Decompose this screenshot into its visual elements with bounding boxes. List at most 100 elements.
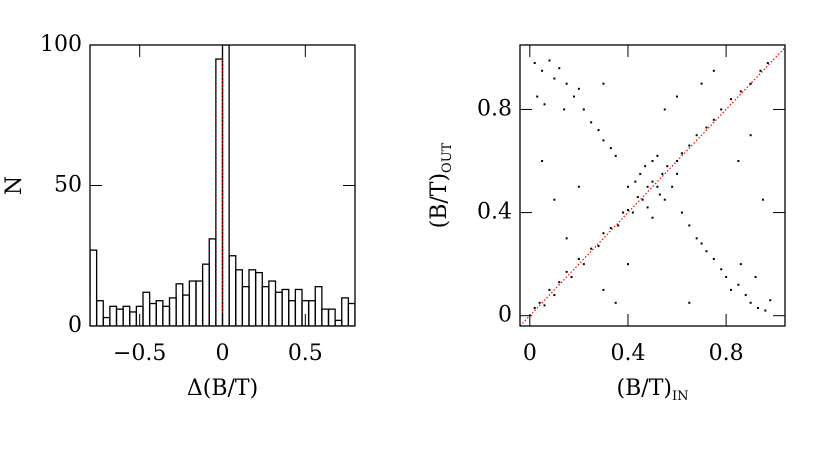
point bbox=[688, 224, 691, 227]
point bbox=[730, 288, 733, 291]
y-tick-label: 50 bbox=[54, 173, 82, 198]
point bbox=[661, 172, 664, 175]
x-axis-label-text: Δ(B/T) bbox=[187, 376, 258, 401]
point bbox=[577, 257, 580, 260]
point bbox=[602, 288, 605, 291]
y-axis-label: N bbox=[2, 176, 27, 195]
point bbox=[749, 301, 752, 304]
point bbox=[720, 108, 723, 111]
point bbox=[570, 276, 573, 279]
histogram-bar bbox=[321, 308, 330, 326]
point bbox=[651, 160, 654, 163]
point bbox=[754, 276, 757, 279]
histogram-bar bbox=[268, 280, 277, 326]
point bbox=[744, 294, 747, 297]
histogram-bar bbox=[221, 45, 230, 326]
histogram-bar bbox=[314, 286, 323, 326]
histogram-bar bbox=[261, 286, 270, 326]
point bbox=[663, 108, 666, 111]
point bbox=[609, 227, 612, 230]
histogram-bar bbox=[347, 302, 355, 326]
point bbox=[626, 185, 629, 188]
point bbox=[676, 95, 679, 98]
histogram-bar bbox=[155, 300, 164, 326]
point bbox=[663, 198, 666, 201]
point bbox=[565, 82, 568, 85]
x-tick-label: 0.8 bbox=[709, 341, 744, 366]
point bbox=[700, 82, 703, 85]
point bbox=[688, 144, 691, 147]
point bbox=[737, 283, 740, 286]
y-axis-label-text: (B/T) bbox=[427, 173, 452, 228]
point bbox=[558, 281, 561, 284]
histogram-bar bbox=[235, 269, 244, 326]
point bbox=[614, 154, 617, 157]
point bbox=[617, 224, 620, 227]
point bbox=[656, 185, 659, 188]
point bbox=[766, 62, 769, 65]
histogram-bar bbox=[327, 308, 336, 326]
x-axis-label-text: (B/T) bbox=[617, 376, 672, 401]
point bbox=[536, 95, 539, 98]
y-axis-label: (B/T)OUT bbox=[427, 142, 455, 228]
histogram-bar bbox=[215, 58, 224, 326]
x-tick-label: 0 bbox=[216, 341, 230, 366]
histogram-bar bbox=[129, 311, 138, 326]
point bbox=[602, 82, 605, 85]
histogram-bar bbox=[294, 288, 303, 326]
histogram-bar bbox=[109, 305, 118, 326]
y-axis-label-sub: OUT bbox=[440, 142, 455, 173]
point bbox=[671, 185, 674, 188]
point bbox=[582, 108, 585, 111]
point bbox=[761, 198, 764, 201]
point bbox=[590, 121, 593, 124]
point bbox=[759, 69, 762, 72]
point bbox=[688, 301, 691, 304]
point bbox=[577, 185, 580, 188]
x-tick-label: 0 bbox=[523, 341, 537, 366]
point bbox=[553, 77, 556, 80]
point bbox=[609, 147, 612, 150]
point bbox=[626, 263, 629, 266]
histogram-bar bbox=[102, 316, 111, 326]
point bbox=[739, 90, 742, 93]
panel: −0.5 0 0.5 0 50 100 Δ(B/T) N bbox=[2, 32, 356, 401]
point bbox=[712, 257, 715, 260]
point bbox=[548, 59, 551, 62]
point bbox=[582, 263, 585, 266]
histogram-bar bbox=[228, 255, 237, 326]
histogram-bar bbox=[288, 300, 297, 326]
point bbox=[636, 196, 639, 199]
point bbox=[626, 208, 629, 211]
histogram-bar bbox=[175, 283, 184, 326]
point bbox=[558, 67, 561, 70]
point bbox=[705, 250, 708, 253]
panel: 0 0.4 0.800.40.8(B/T)IN(B/T)OUT bbox=[427, 44, 786, 404]
point bbox=[543, 103, 546, 106]
point bbox=[700, 242, 703, 245]
histogram-bar bbox=[182, 294, 191, 326]
point bbox=[597, 129, 600, 132]
plot-area bbox=[520, 47, 785, 326]
point bbox=[680, 152, 683, 155]
point bbox=[712, 118, 715, 121]
point bbox=[651, 180, 654, 183]
point bbox=[651, 216, 654, 219]
plot-area bbox=[90, 45, 355, 326]
point bbox=[553, 198, 556, 201]
histogram-bar bbox=[248, 269, 257, 326]
point bbox=[705, 126, 708, 129]
histogram-bar bbox=[307, 300, 316, 326]
point bbox=[543, 304, 546, 307]
point bbox=[695, 237, 698, 240]
point bbox=[572, 95, 575, 98]
point bbox=[639, 172, 642, 175]
point bbox=[548, 288, 551, 291]
y-tick-label: 0.8 bbox=[477, 96, 512, 121]
point bbox=[541, 69, 544, 72]
point bbox=[725, 276, 728, 279]
identity-line bbox=[520, 47, 785, 326]
x-axis-label: Δ(B/T) bbox=[187, 376, 258, 401]
point bbox=[541, 160, 544, 163]
